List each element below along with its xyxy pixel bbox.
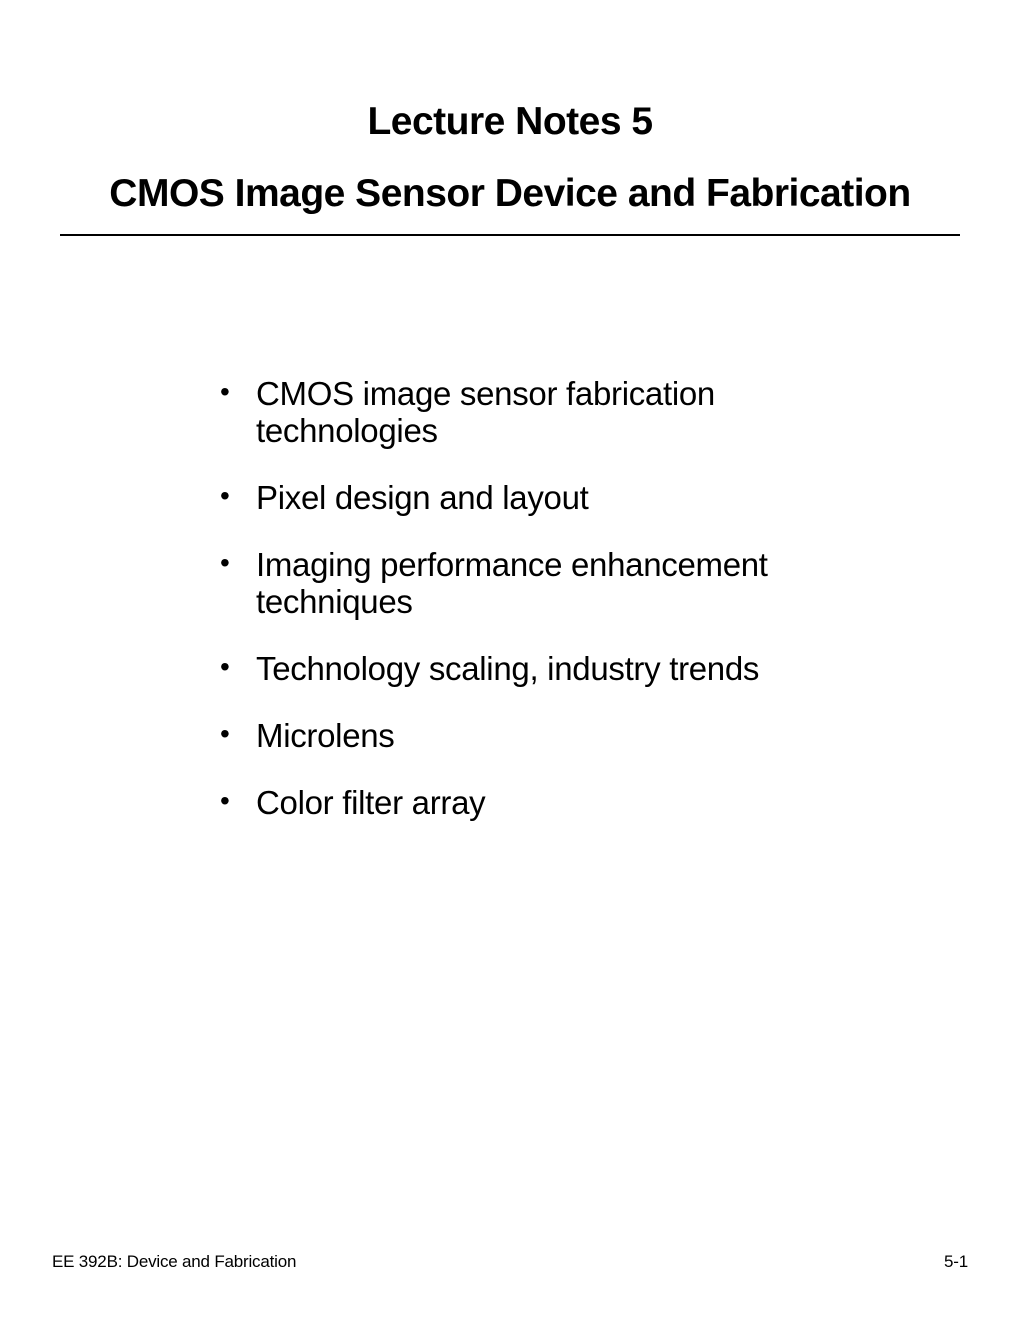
bullet-item: CMOS image sensor fabrication technologi… [220, 376, 900, 450]
page-footer: EE 392B: Device and Fabrication 5-1 [52, 1252, 968, 1272]
bullet-item: Imaging performance enhancement techniqu… [220, 547, 900, 621]
title-line-1: Lecture Notes 5 [60, 100, 960, 144]
title-block: Lecture Notes 5 CMOS Image Sensor Device… [60, 100, 960, 216]
title-line-2: CMOS Image Sensor Device and Fabrication [60, 172, 960, 216]
footer-right: 5-1 [944, 1252, 968, 1272]
title-divider [60, 234, 960, 236]
footer-left: EE 392B: Device and Fabrication [52, 1252, 296, 1272]
lecture-slide-page: Lecture Notes 5 CMOS Image Sensor Device… [0, 0, 1020, 1320]
bullet-item: Technology scaling, industry trends [220, 651, 900, 688]
bullet-item: Microlens [220, 718, 900, 755]
bullet-list: CMOS image sensor fabrication technologi… [220, 376, 900, 822]
bullet-item: Color filter array [220, 785, 900, 822]
bullet-item: Pixel design and layout [220, 480, 900, 517]
